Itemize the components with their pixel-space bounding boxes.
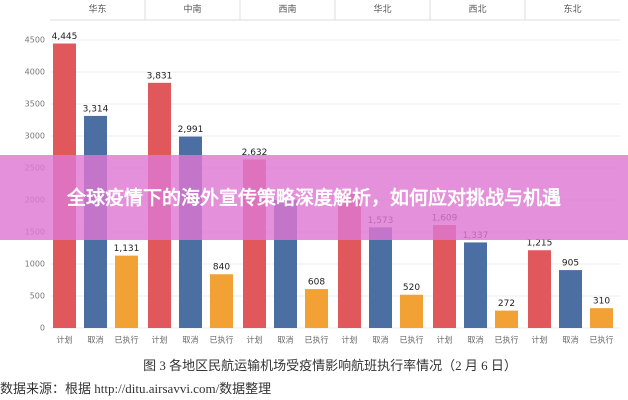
y-tick-label: 500 [30, 292, 45, 301]
value-label: 905 [562, 259, 579, 269]
bar [369, 227, 392, 328]
x-tick-label: 计划 [57, 335, 73, 345]
x-tick-label: 已执行 [305, 335, 329, 345]
x-tick-label: 已执行 [590, 335, 614, 345]
x-tick-label: 已执行 [210, 335, 234, 345]
x-tick-label: 已执行 [400, 335, 424, 345]
x-tick-label: 计划 [437, 335, 453, 345]
value-label: 840 [213, 263, 230, 273]
region-label: 西南 [278, 3, 296, 14]
caption: 图 3 各地区民航运输机场受疫情影响航班执行率情况（2 月 6 日） [143, 358, 517, 373]
value-label: 2,991 [178, 125, 204, 135]
x-tick-label: 取消 [278, 335, 294, 345]
y-tick-label: 3500 [25, 100, 45, 109]
value-label: 3,831 [147, 71, 173, 81]
x-tick-label: 计划 [152, 335, 168, 345]
value-label: 1,131 [114, 244, 140, 254]
bar [305, 289, 328, 328]
x-tick-label: 取消 [88, 335, 104, 345]
value-label: 1,215 [527, 239, 553, 249]
x-tick-label: 计划 [247, 335, 263, 345]
x-tick-label: 已执行 [495, 335, 519, 345]
y-tick-label: 4500 [25, 36, 45, 45]
x-tick-label: 已执行 [115, 335, 139, 345]
source: 数据来源：根据 http://ditu.airsavvi.com/数据整理 [0, 381, 271, 396]
bar [559, 270, 582, 328]
region-label: 中南 [183, 3, 201, 14]
y-tick-label: 4000 [25, 68, 45, 77]
bar [590, 308, 613, 328]
x-tick-label: 取消 [468, 335, 484, 345]
bar [400, 294, 423, 328]
value-label: 272 [498, 299, 515, 309]
value-label: 608 [308, 278, 325, 288]
banner-title: 全球疫情下的海外宣传策略深度解析，如何应对挑战与机遇 [66, 186, 561, 209]
bar [433, 225, 456, 328]
region-label: 西北 [468, 4, 486, 14]
bar [210, 274, 233, 328]
bar [115, 255, 138, 328]
value-label: 4,445 [52, 32, 78, 42]
value-label: 310 [593, 297, 610, 307]
bar [495, 310, 518, 328]
y-tick-label: 1000 [25, 260, 45, 269]
bar [528, 250, 551, 328]
bar [464, 242, 487, 328]
x-tick-label: 计划 [532, 335, 548, 345]
region-label: 东北 [563, 3, 581, 14]
y-tick-label: 3000 [25, 132, 45, 141]
x-tick-label: 取消 [183, 335, 199, 345]
value-label: 520 [403, 283, 420, 293]
region-label: 华北 [373, 3, 391, 14]
y-tick-label: 0 [40, 324, 45, 333]
banner: 全球疫情下的海外宣传策略深度解析，如何应对挑战与机遇 [0, 155, 628, 240]
value-label: 3,314 [83, 104, 109, 114]
x-tick-label: 取消 [373, 335, 389, 345]
region-label: 华东 [88, 3, 106, 14]
x-tick-label: 计划 [342, 335, 358, 345]
x-tick-label: 取消 [563, 335, 579, 345]
value-label: 2,632 [242, 148, 268, 158]
